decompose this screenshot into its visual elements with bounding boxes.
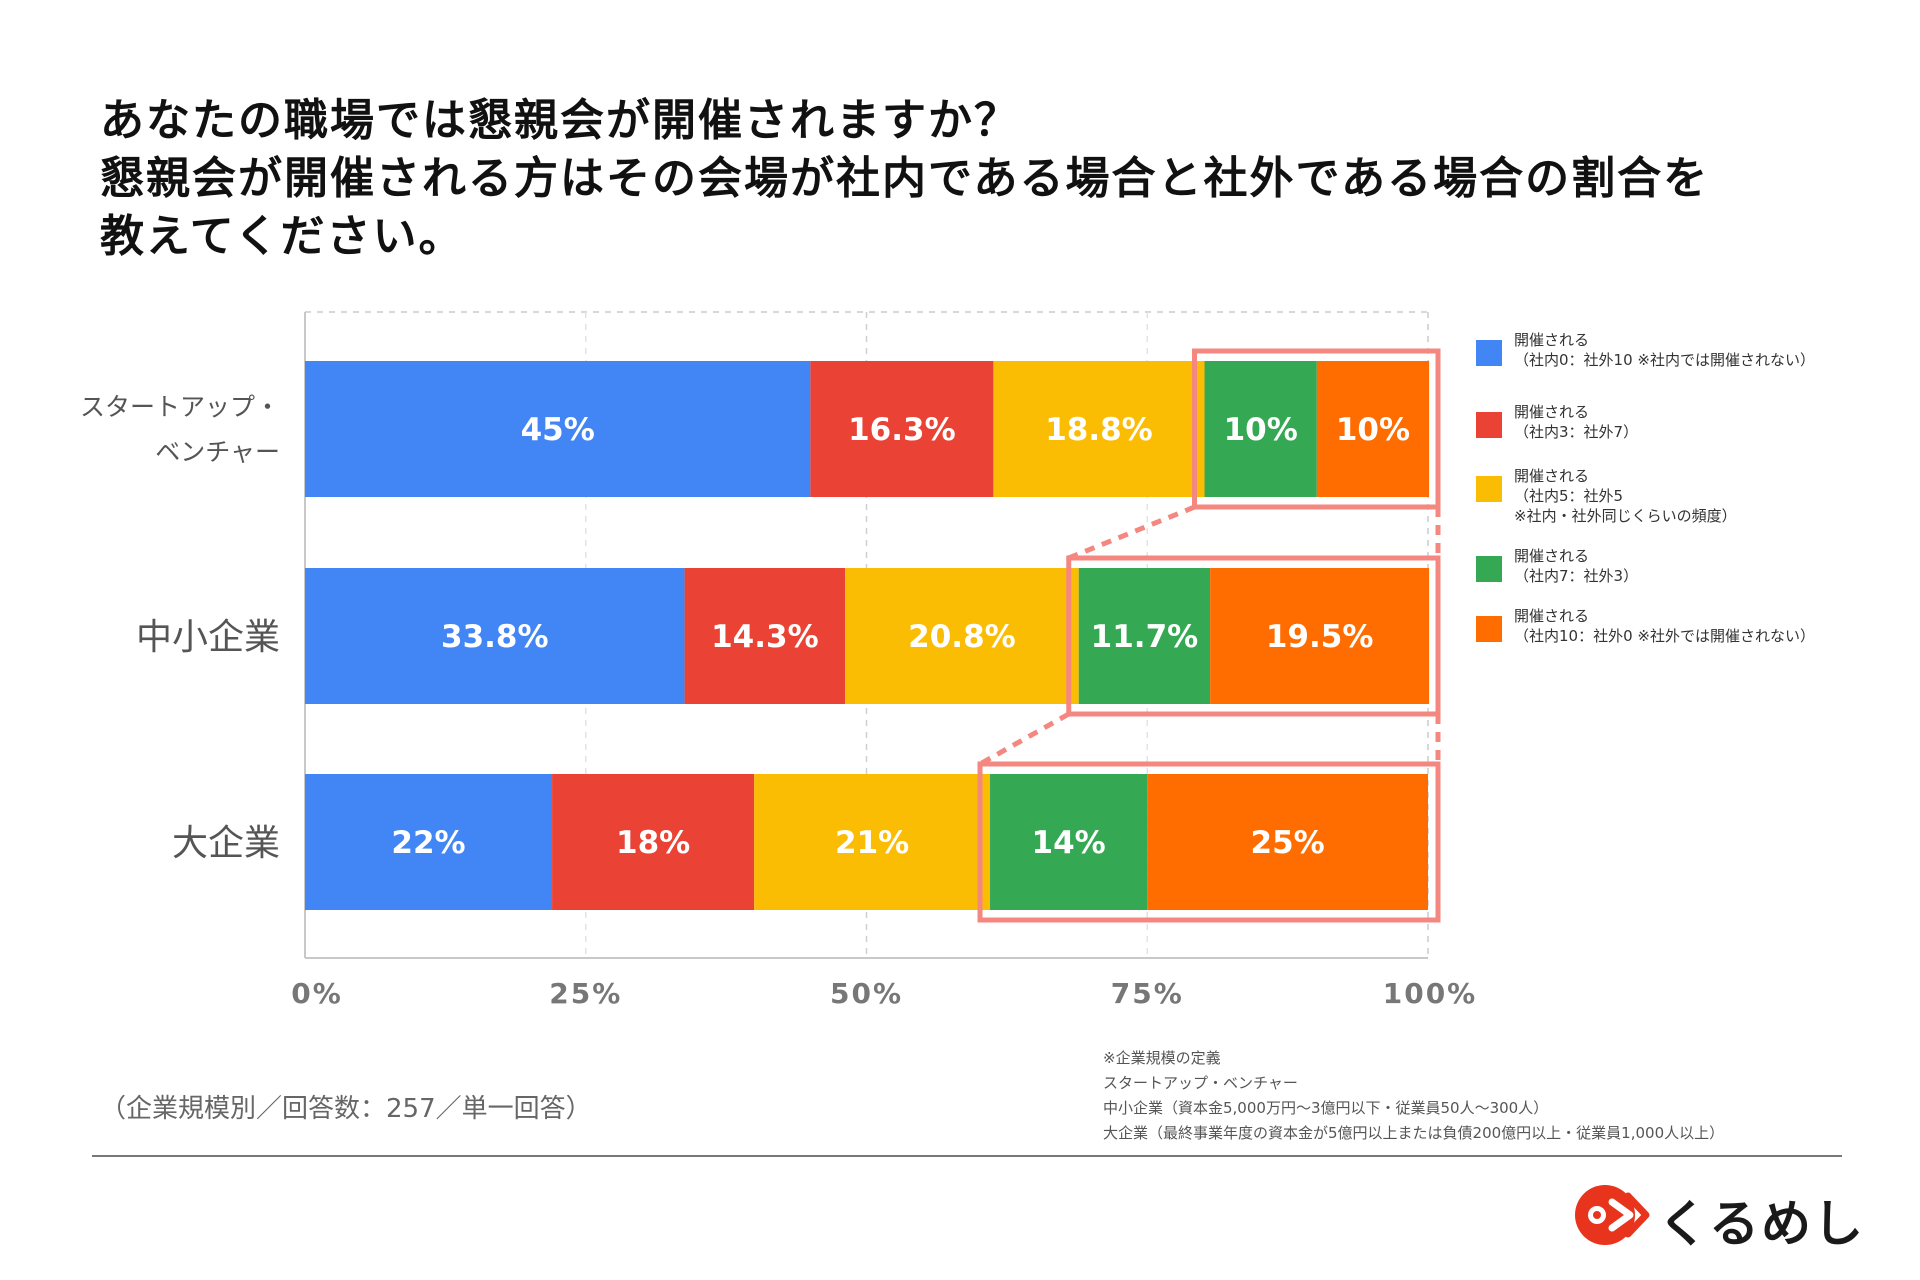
- bar-segment: [684, 568, 846, 704]
- definition-line: ※企業規模の定義: [1103, 1049, 1221, 1067]
- x-tick-label: 50%: [830, 977, 903, 1010]
- bar-segment: [845, 568, 1079, 704]
- legend-label: 開催される （社内0：社外10 ※社内では開催されない）: [1514, 330, 1914, 370]
- highlight-connector: [978, 711, 1070, 767]
- legend-label-line: 開催される: [1514, 331, 1590, 349]
- bar-segment: [810, 361, 994, 497]
- company-size-definition: ※企業規模の定義スタートアップ・ベンチャー中小企業（資本金5,000万円〜3億円…: [1103, 1046, 1903, 1146]
- bar-data-label: 10%: [1336, 412, 1410, 448]
- definition-line: 大企業（最終事業年度の資本金が5億円以上または負債200億円以上・従業員1,00…: [1103, 1124, 1725, 1142]
- legend-label-line: 開催される: [1514, 403, 1590, 421]
- bar-data-label: 10%: [1224, 412, 1298, 448]
- legend-swatch: [1476, 412, 1502, 438]
- title-line-1: あなたの職場では懇親会が開催されますか？: [100, 95, 1020, 146]
- x-tick-label: 100%: [1383, 977, 1478, 1010]
- highlight-box: [977, 761, 1441, 923]
- bar-data-label: 18%: [616, 825, 690, 861]
- legend-label-line: 開催される: [1514, 467, 1590, 485]
- bar-segment: [1078, 568, 1211, 704]
- footer-divider: [92, 1155, 1842, 1157]
- highlight-box: [1066, 555, 1441, 717]
- bar-data-label: 20.8%: [908, 619, 1016, 655]
- bar-data-label: 11.7%: [1091, 619, 1199, 655]
- logo-text: くるめし: [1658, 1195, 1865, 1253]
- title-line-2: 懇親会が開催される方はその会場が社内である場合と社外である場合の割合を: [100, 153, 1710, 204]
- x-tick-label: 75%: [1111, 977, 1184, 1010]
- legend-label-line: ※社内・社外同じくらいの頻度）: [1514, 507, 1737, 525]
- bar-segment: [552, 774, 755, 910]
- bar-segment: [305, 774, 553, 910]
- bar-segment: [305, 568, 685, 704]
- legend-label: 開催される （社内5：社外5 ※社内・社外同じくらいの頻度）: [1514, 466, 1914, 526]
- bar-segment: [990, 774, 1148, 910]
- legend-label-line: （社内0：社外10 ※社内では開催されない）: [1514, 351, 1815, 369]
- legend-swatch: [1476, 556, 1502, 582]
- legend-label-line: 開催される: [1514, 607, 1590, 625]
- bar-segment: [1147, 774, 1428, 910]
- bar-data-label: 25%: [1251, 825, 1325, 861]
- definition-line: スタートアップ・ベンチャー: [1103, 1074, 1298, 1092]
- legend-label-line: （社内7：社外3）: [1514, 567, 1639, 585]
- legend-label: 開催される （社内7：社外3）: [1514, 546, 1914, 586]
- title-line-3: 教えてください。: [100, 211, 465, 262]
- bar-data-label: 18.8%: [1045, 412, 1153, 448]
- bar-data-label: 19.5%: [1266, 619, 1374, 655]
- category-label: 大企業: [172, 823, 280, 864]
- bar-data-label: 33.8%: [441, 619, 549, 655]
- category-label: 中小企業: [136, 617, 280, 658]
- legend-label: 開催される （社内10：社外0 ※社外では開催されない）: [1514, 606, 1914, 646]
- legend-label: 開催される （社内3：社外7）: [1514, 402, 1914, 442]
- legend-swatch: [1476, 476, 1502, 502]
- legend-label-line: 開催される: [1514, 547, 1590, 565]
- bar-data-label: 21%: [835, 825, 909, 861]
- highlight-box: [1192, 348, 1441, 510]
- brand-logo: くるめし: [1572, 1180, 1863, 1253]
- page-title: あなたの職場では懇親会が開催されますか？ 懇親会が開催される方はその会場が社内で…: [100, 92, 1860, 266]
- bar-data-label: 14.3%: [711, 619, 819, 655]
- highlight-connector: [1067, 504, 1196, 561]
- bar-segment: [1210, 568, 1430, 704]
- bar-segment: [993, 361, 1205, 497]
- legend-label-line: （社内3：社外7）: [1514, 423, 1639, 441]
- x-tick-label: 0%: [291, 977, 343, 1010]
- kurumeshi-logo-icon: [1575, 1185, 1650, 1245]
- legend-swatch: [1476, 340, 1502, 366]
- legend-label-line: （社内10：社外0 ※社外では開催されない）: [1514, 627, 1815, 645]
- category-label: スタートアップ・ベンチャー: [80, 393, 280, 467]
- bar-segment: [1204, 361, 1317, 497]
- bar-segment: [1316, 361, 1430, 497]
- bar-data-label: 22%: [391, 825, 465, 861]
- definition-line: 中小企業（資本金5,000万円〜3億円以下・従業員50人〜300人）: [1103, 1099, 1549, 1117]
- legend-swatch: [1476, 616, 1502, 642]
- x-tick-label: 25%: [549, 977, 622, 1010]
- survey-footnote: （企業規模別／回答数：257／単一回答）: [100, 1094, 592, 1124]
- bar-data-label: 14%: [1032, 825, 1106, 861]
- bar-segment: [305, 361, 811, 497]
- bar-data-label: 45%: [521, 412, 595, 448]
- bar-segment: [754, 774, 991, 910]
- legend-label-line: （社内5：社外5: [1514, 487, 1624, 505]
- bar-data-label: 16.3%: [848, 412, 956, 448]
